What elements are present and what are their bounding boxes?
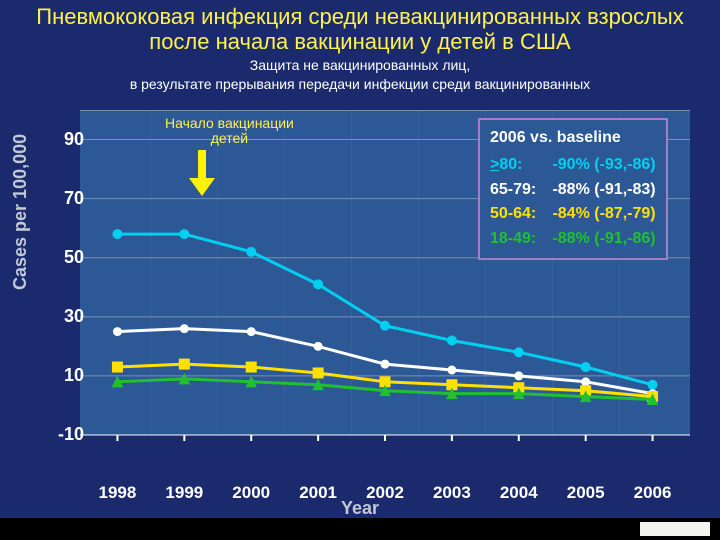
- legend-value: -88% (-91,-86): [548, 230, 656, 247]
- legend-title: 2006 vs. baseline: [490, 126, 656, 151]
- y-tick-label: 90: [44, 129, 84, 150]
- legend-value: -84% (-87,-79): [548, 205, 656, 222]
- legend-row: 50-64: -84% (-87,-79): [490, 202, 656, 227]
- legend-value: -90% (-93,-86): [548, 156, 656, 173]
- slide-subtitle-1: Защита не вакцинированных лиц,: [10, 57, 710, 75]
- x-tick-label: 1999: [165, 483, 203, 503]
- y-tick-label: 50: [44, 247, 84, 268]
- y-axis-label: Cases per 100,000: [10, 134, 31, 290]
- legend-row: 65-79: -88% (-91,-83): [490, 178, 656, 203]
- annotation-line2: детей: [211, 130, 248, 146]
- legend-age: 18-49:: [490, 227, 548, 252]
- slide-title: Пневмококовая инфекция среди невакциниро…: [10, 4, 710, 55]
- arrow-down-icon: [185, 150, 219, 200]
- x-tick-label: 2001: [299, 483, 337, 503]
- legend-age: 65-79:: [490, 178, 548, 203]
- title-block: Пневмококовая инфекция среди невакциниро…: [0, 0, 720, 96]
- plot-area: Начало вакцинации детей 2006 vs. baselin…: [80, 110, 690, 475]
- slide: Пневмококовая инфекция среди невакциниро…: [0, 0, 720, 540]
- y-tick-label: -10: [44, 424, 84, 445]
- vaccination-annotation: Начало вакцинации детей: [165, 116, 294, 147]
- y-tick-label: 10: [44, 365, 84, 386]
- x-tick-label: 2005: [567, 483, 605, 503]
- x-tick-label: 2004: [500, 483, 538, 503]
- legend-value: -88% (-91,-83): [548, 181, 656, 198]
- bottom-bar: [0, 518, 720, 540]
- x-tick-label: 2000: [232, 483, 270, 503]
- legend-age: >80:: [490, 153, 548, 178]
- chart-area: Cases per 100,000 Year Начало вакцинации…: [20, 110, 700, 515]
- legend-age: 50-64:: [490, 202, 548, 227]
- x-tick-label: 1998: [99, 483, 137, 503]
- legend-box: 2006 vs. baseline >80: -90% (-93,-86)65-…: [478, 118, 668, 260]
- legend-row: 18-49: -88% (-91,-86): [490, 227, 656, 252]
- legend-row: >80: -90% (-93,-86): [490, 153, 656, 178]
- x-tick-label: 2003: [433, 483, 471, 503]
- slide-subtitle-2: в результате прерывания передачи инфекци…: [10, 76, 710, 94]
- y-tick-label: 30: [44, 306, 84, 327]
- annotation-line1: Начало вакцинации: [165, 115, 294, 131]
- citation-placeholder: [640, 522, 710, 536]
- x-tick-label: 2002: [366, 483, 404, 503]
- y-tick-label: 70: [44, 188, 84, 209]
- x-tick-label: 2006: [634, 483, 672, 503]
